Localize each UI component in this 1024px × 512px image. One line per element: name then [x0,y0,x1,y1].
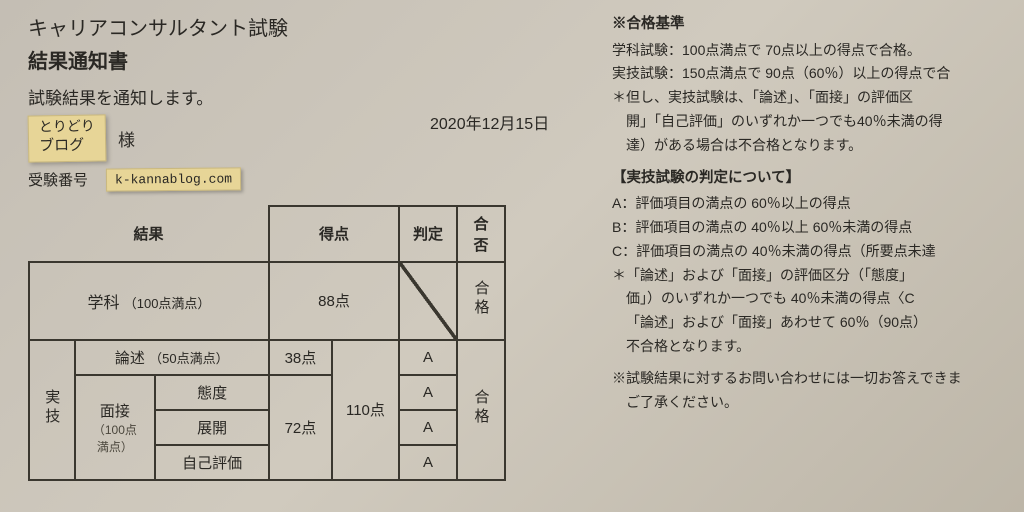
grade-a: A：評価項目の満点の 60％以上の得点 [612,192,1006,216]
col-judge: 判定 [399,206,457,262]
sticky-line1: とりどり [39,120,95,138]
criteria-panel: ※合格基準 学科試験：100点満点で 70点以上の得点で合格。 実技試験：150… [612,12,1006,481]
gakka-pass: 合格 [471,280,492,318]
jikohyouka-grade: A [399,445,457,480]
criteria-note1b: 開」「自己評価」のいずれか一つでも40％未満の得 [612,110,1006,134]
gakka-score: 88点 [269,262,399,340]
grade-c: C：評価項目の満点の 40％未満の得点（所要点未達 [612,240,1006,264]
taido-label: 態度 [155,375,269,410]
criteria-note2c: 「論述」および「面接」あわせて 60％（90点） [612,311,1006,335]
criteria-heading: ※合格基準 [612,12,1006,37]
recipient-honorific: 様 [118,126,135,151]
result-table: 結果 得点 判定 合否 学科 （100点満点） 88点 合格 実技 論述 （50… [28,205,506,481]
jikohyouka-label: 自己評価 [155,445,269,480]
exam-number-label: 受験番号 [28,169,88,190]
issue-date: 2020年12月15日 [430,110,549,134]
mensetsu-score: 72点 [269,375,332,480]
col-result: 結果 [29,206,269,262]
taido-grade: A [399,375,457,410]
jitsugi-label: 実技 [41,389,62,427]
sticky-line2: ブログ [39,136,95,155]
criteria-note2d: 不合格となります。 [612,335,1006,359]
ronjutsu-label: 論述 [115,350,145,367]
gakka-paren: （100点満点） [124,296,211,311]
col-score: 得点 [269,206,399,262]
title-document: 結果通知書 [28,45,588,74]
criteria-line2: 実技試験：150点満点で 90点（60％）以上の得点で合 [612,62,1006,86]
jitsugi-pass: 合格 [471,389,492,427]
judge-heading: 【実技試験の判定について】 [612,166,1006,191]
title-exam: キャリアコンサルタント試験 [28,12,588,41]
mensetsu-paren: （100点 満点） [86,421,145,455]
grade-b: B：評価項目の満点の 40％以上 60％未満の得点 [612,216,1006,240]
criteria-note2a: ＊「論述」および「面接」の評価区分（「態度」 [612,264,1006,288]
mensetsu-label: 面接 [86,400,145,421]
notice-text: 試験結果を通知します。 [28,84,588,109]
criteria-note1a: ＊但し、実技試験は、「論述」、「面接」の評価区 [612,86,1006,110]
criteria-footer2: ご了承ください。 [612,391,1006,415]
recipient-sticky: とりどり ブログ [28,114,107,162]
ronjutsu-grade: A [399,340,457,375]
tenkai-label: 展開 [155,410,269,445]
gakka-judge-diagonal [399,262,457,340]
criteria-note1c: 達）がある場合は不合格となります。 [612,134,1006,158]
gakka-label: 学科 [88,295,120,312]
ronjutsu-score: 38点 [269,340,332,375]
tenkai-grade: A [399,410,457,445]
ronjutsu-paren: （50点満点） [149,351,228,366]
exam-number-sticky: k-kannablog.com [106,167,241,191]
criteria-note2b: 価」）のいずれか一つでも 40％未満の得点〈C [612,287,1006,311]
criteria-footer1: ※試験結果に対するお問い合わせには一切お答えできま [612,367,1006,391]
criteria-line1: 学科試験：100点満点で 70点以上の得点で合格。 [612,39,1006,63]
jitsugi-total: 110点 [332,340,399,480]
col-pass: 合否 [457,206,505,262]
